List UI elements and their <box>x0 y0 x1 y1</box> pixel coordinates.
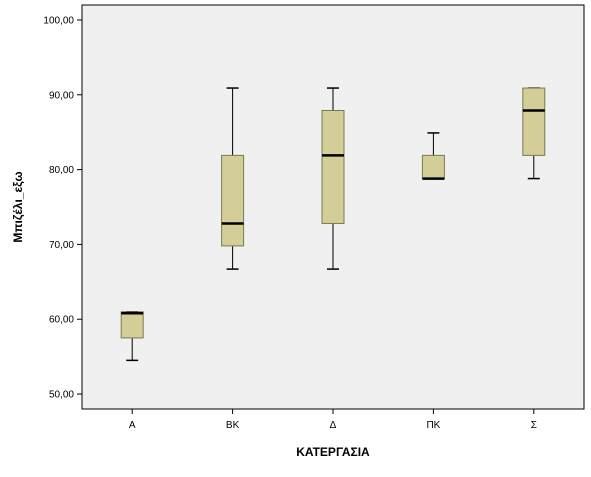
box-4 <box>421 132 445 180</box>
y-axis: 50,00 60,00 70,00 80,00 90,00 100,00 <box>43 15 82 401</box>
box-1 <box>120 310 144 362</box>
box-2 <box>221 87 245 270</box>
y-axis-title: Μπιζέλι_εξω <box>11 171 25 242</box>
x-tick-label: Δ <box>330 420 337 431</box>
y-tick-label: 60,00 <box>49 315 74 326</box>
box-3 <box>321 87 345 270</box>
x-tick-label: ΠΚ <box>426 420 440 431</box>
x-tick-label: BK <box>226 420 240 431</box>
x-axis-title: ΚΑΤΕΡΓΑΣΙΑ <box>296 445 370 459</box>
y-tick-label: 90,00 <box>49 90 74 101</box>
y-tick-label: 50,00 <box>49 390 74 401</box>
iqr-box <box>120 311 144 339</box>
iqr-box <box>421 154 445 180</box>
y-tick-label: 80,00 <box>49 165 74 176</box>
x-tick-label: A <box>129 420 136 431</box>
box-series <box>120 87 546 362</box>
box-5 <box>522 87 546 180</box>
x-tick-label: Σ <box>531 420 537 431</box>
y-tick-label: 70,00 <box>49 240 74 251</box>
y-tick-label: 100,00 <box>43 15 74 26</box>
iqr-box <box>522 87 546 156</box>
x-axis: A BK Δ ΠΚ Σ <box>129 409 537 431</box>
iqr-box <box>221 154 245 247</box>
iqr-box <box>321 109 345 224</box>
